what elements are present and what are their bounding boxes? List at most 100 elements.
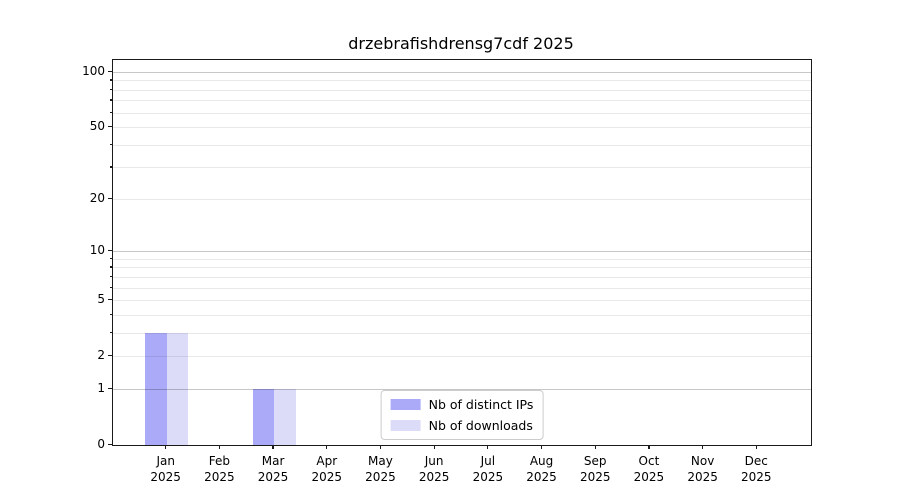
y-minor-tick-mark	[109, 299, 112, 301]
minor-gridline	[113, 89, 811, 91]
y-tick-mark	[108, 444, 112, 446]
major-gridline	[113, 71, 811, 73]
x-tick-label-sep: Sep 2025	[567, 453, 623, 485]
x-tick-year: 2025	[418, 470, 450, 484]
minor-gridline	[113, 100, 811, 102]
minor-gridline	[113, 144, 811, 146]
minor-gridline	[113, 300, 811, 302]
y-tick-label: 1	[97, 380, 105, 395]
y-minor-tick-mark	[109, 79, 112, 81]
legend-entry-distinct-ips: Nb of distinct IPs	[390, 397, 534, 412]
grid-layer	[113, 60, 811, 445]
x-tick-mark	[594, 445, 596, 449]
x-tick-year: 2025	[257, 470, 289, 484]
x-tick-label-oct: Oct 2025	[621, 453, 677, 485]
legend-label-distinct-ips: Nb of distinct IPs	[428, 397, 534, 412]
x-tick-mark	[433, 445, 435, 449]
x-tick-label-jul: Jul 2025	[460, 453, 516, 485]
x-tick-mark	[218, 445, 220, 449]
y-minor-tick-mark	[109, 126, 112, 128]
y-minor-tick-mark	[109, 143, 112, 145]
bar-nb-of-downloads-jan	[166, 332, 189, 445]
y-tick-mark	[108, 70, 112, 73]
plot-area: Nb of distinct IPs Nb of downloads	[112, 59, 812, 446]
bar-nb-of-distinct-ips-jan	[145, 332, 167, 445]
minor-gridline	[113, 198, 811, 200]
x-tick-month: Feb	[208, 454, 230, 468]
x-tick-year: 2025	[633, 470, 665, 484]
minor-gridline	[113, 287, 811, 289]
minor-gridline	[113, 258, 811, 260]
major-gridline	[113, 388, 811, 390]
y-tick-label: 50	[89, 119, 105, 134]
minor-gridline	[113, 267, 811, 269]
x-tick-month: Sep	[583, 454, 607, 468]
bar-nb-of-distinct-ips-mar	[252, 388, 275, 445]
y-tick-mark	[108, 250, 112, 252]
x-tick-month: Aug	[529, 454, 554, 468]
x-tick-label-mar: Mar 2025	[245, 453, 301, 485]
y-minor-tick-mark	[109, 166, 112, 168]
bars-layer	[113, 60, 811, 445]
x-tick-year: 2025	[311, 470, 343, 484]
legend-label-downloads: Nb of downloads	[428, 418, 533, 433]
y-minor-tick-mark	[109, 257, 112, 260]
y-minor-tick-mark	[109, 88, 112, 90]
y-minor-tick-mark	[109, 197, 112, 200]
y-minor-tick-mark	[109, 331, 112, 334]
x-tick-year: 2025	[365, 470, 396, 484]
x-tick-label-nov: Nov 2025	[675, 453, 731, 485]
legend-entry-downloads: Nb of downloads	[390, 418, 534, 433]
minor-gridline	[113, 80, 811, 82]
minor-gridline	[113, 167, 811, 169]
x-tick-year: 2025	[579, 470, 611, 484]
x-tick-month: May	[368, 454, 393, 468]
minor-gridline	[113, 127, 811, 129]
y-minor-tick-mark	[109, 275, 112, 278]
x-tick-year: 2025	[472, 470, 504, 484]
y-minor-tick-mark	[109, 286, 112, 288]
minor-gridline	[113, 332, 811, 334]
major-gridline	[113, 251, 811, 253]
x-tick-label-jan: Jan 2025	[138, 453, 194, 485]
x-tick-label-may: May 2025	[352, 453, 408, 485]
x-tick-month: Jun	[424, 454, 444, 468]
x-tick-label-aug: Aug 2025	[514, 453, 570, 485]
x-tick-mark	[755, 445, 757, 449]
x-tick-mark	[165, 445, 167, 449]
x-tick-month: Mar	[261, 454, 285, 468]
x-tick-mark	[272, 445, 274, 449]
x-tick-month: Jul	[480, 454, 496, 468]
y-minor-tick-mark	[109, 355, 112, 357]
legend-swatch-distinct-ips	[390, 399, 421, 410]
x-tick-month: Jan	[156, 454, 175, 468]
x-tick-mark	[487, 445, 489, 449]
chart-title: drzebrafishdrensg7cdf 2025	[348, 34, 574, 53]
minor-gridline	[113, 314, 811, 316]
x-tick-month: Oct	[638, 454, 660, 468]
y-tick-label: 5	[97, 292, 105, 307]
x-tick-label-jun: Jun 2025	[406, 453, 462, 485]
y-minor-tick-mark	[109, 266, 112, 268]
x-tick-label-apr: Apr 2025	[299, 453, 355, 485]
minor-gridline	[113, 112, 811, 114]
x-tick-year: 2025	[150, 470, 181, 484]
y-tick-label: 2	[97, 348, 105, 363]
y-minor-tick-mark	[109, 111, 112, 113]
y-minor-tick-mark	[109, 99, 112, 101]
y-minor-tick-mark	[109, 313, 112, 316]
minor-gridline	[113, 276, 811, 278]
y-tick-label: 0	[97, 437, 105, 451]
y-tick-label: 10	[89, 243, 105, 258]
x-tick-mark	[702, 445, 704, 449]
bar-nb-of-downloads-mar	[274, 388, 296, 445]
legend: Nb of distinct IPs Nb of downloads	[380, 390, 544, 440]
x-tick-mark	[326, 445, 328, 449]
y-tick-label: 20	[89, 190, 105, 205]
x-tick-year: 2025	[687, 470, 718, 484]
x-tick-mark	[540, 445, 543, 449]
x-tick-label-dec: Dec 2025	[728, 453, 784, 485]
minor-gridline	[113, 356, 811, 358]
x-tick-month: Dec	[744, 454, 768, 468]
